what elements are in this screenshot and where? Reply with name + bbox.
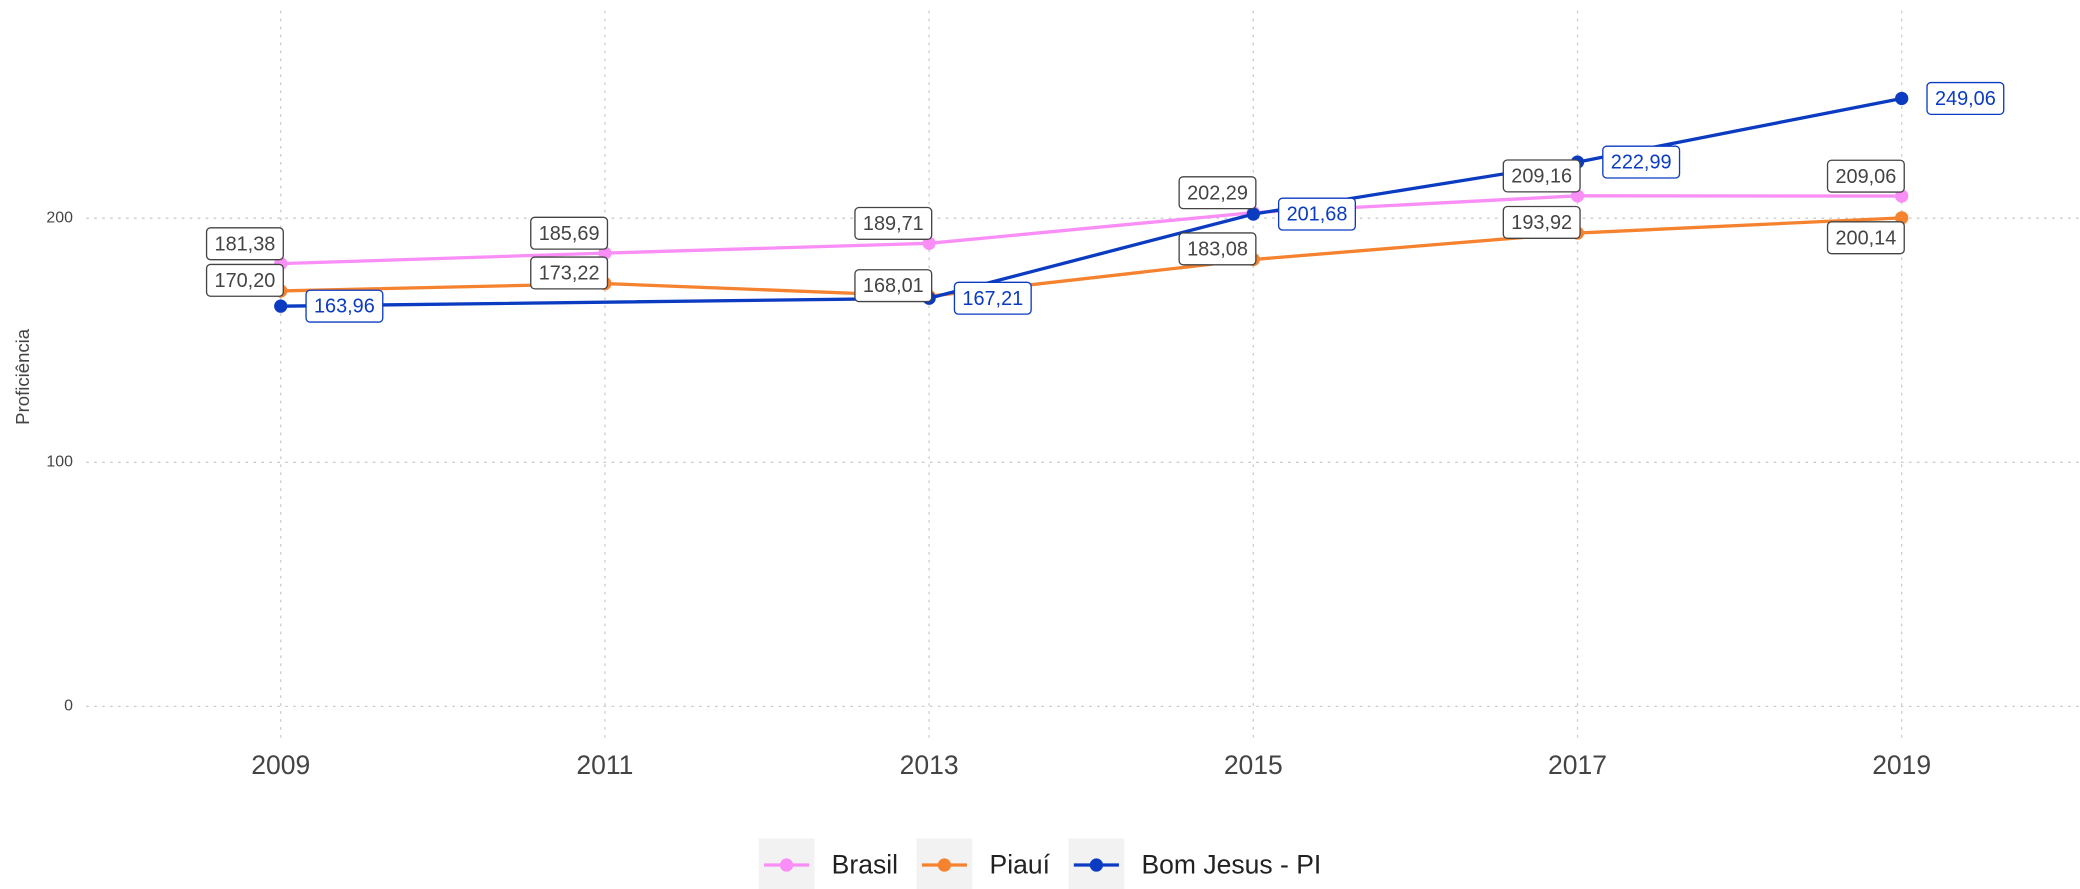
label-box [1502, 205, 1581, 240]
data-label: 173,22 [530, 256, 609, 290]
x-tick-label: 2009 [251, 750, 310, 780]
data-label: 249,06 [1926, 81, 2005, 116]
point [1895, 211, 1909, 225]
data-label-text: 183,08 [1187, 238, 1248, 260]
point [274, 299, 288, 313]
data-label: 200,14 [1826, 221, 1905, 255]
data-label: 185,69 [530, 216, 609, 250]
data-label: 167,21 [953, 281, 1032, 315]
legend: Brasil Piauí Bom Jesus - PI [758, 838, 1321, 889]
label-box [1826, 221, 1905, 255]
data-label-text: 170,20 [215, 270, 276, 292]
label-box [1826, 159, 1905, 193]
data-label-text: 193,92 [1511, 212, 1572, 234]
data-label-text: 209,06 [1835, 166, 1896, 188]
x-tick-label: 2013 [900, 750, 959, 780]
series-line [280, 194, 1902, 266]
label-box [854, 206, 933, 240]
point [1895, 91, 1909, 106]
y-tick-label: 0 [64, 698, 73, 715]
data-label: 193,92 [1502, 205, 1581, 240]
data-label-text: 189,71 [863, 213, 924, 235]
data-label-text: 163,96 [314, 296, 375, 318]
x-tick-label: 2019 [1872, 750, 1931, 780]
data-label-text: 168,01 [863, 275, 924, 297]
data-label-text: 173,22 [539, 263, 600, 285]
data-label: 222,99 [1602, 145, 1681, 179]
legend-key-dot [779, 858, 794, 872]
y-tick-label: 100 [46, 453, 73, 470]
legend-item: Bom Jesus - PI [1068, 838, 1321, 889]
y-axis-label: Proficiência [12, 328, 33, 425]
data-label: 201,68 [1277, 197, 1357, 231]
x-tick-label: 2017 [1548, 750, 1607, 780]
label-box [530, 256, 609, 290]
data-label: 189,71 [854, 206, 933, 240]
data-label: 163,96 [305, 289, 384, 323]
data-label-text: 209,16 [1511, 166, 1572, 188]
data-label: 183,08 [1178, 232, 1257, 266]
data-label: 181,38 [205, 227, 284, 261]
point [1246, 207, 1260, 221]
label-box [1178, 232, 1257, 266]
label-box [1178, 176, 1257, 210]
label-box [953, 281, 1032, 315]
data-label: 168,01 [854, 269, 933, 303]
data-label: 209,06 [1826, 159, 1905, 193]
label-box [205, 227, 284, 261]
label-box [1602, 145, 1681, 179]
data-label: 202,29 [1178, 176, 1257, 210]
label-box [1277, 197, 1357, 231]
legend-item: Brasil [758, 838, 898, 889]
series-line [280, 96, 1903, 308]
data-label-text: 185,69 [539, 223, 600, 245]
data-label-text: 222,99 [1611, 152, 1672, 174]
x-tick-label: 2015 [1224, 750, 1283, 780]
label-box [1502, 159, 1581, 193]
data-label-text: 181,38 [215, 233, 276, 255]
label-box [854, 269, 933, 303]
y-tick-label: 200 [46, 209, 73, 226]
label-box [530, 216, 609, 250]
data-label-text: 200,14 [1835, 227, 1896, 249]
legend-label: Piauí [990, 849, 1051, 879]
data-label-text: 167,21 [962, 288, 1023, 310]
legend-label: Brasil [832, 849, 898, 879]
legend-label: Bom Jesus - PI [1141, 849, 1321, 879]
legend-key-dot [937, 858, 952, 872]
label-box [305, 289, 384, 323]
data-label-text: 249,06 [1935, 88, 1996, 110]
data-label: 170,20 [205, 263, 284, 297]
label-box [1926, 81, 2005, 116]
data-label: 209,16 [1502, 159, 1581, 193]
x-tick-label: 2011 [576, 750, 633, 780]
data-label-text: 202,29 [1187, 182, 1248, 204]
legend-key-dot [1089, 858, 1104, 872]
label-box [205, 263, 284, 297]
legend-item: Piauí [916, 838, 1051, 889]
data-label-text: 201,68 [1287, 204, 1348, 226]
